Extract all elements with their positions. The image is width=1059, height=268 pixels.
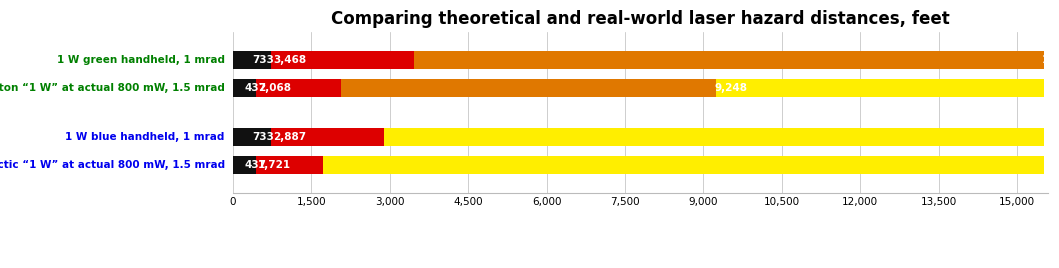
Text: 437: 437 <box>245 160 267 170</box>
Bar <box>271 128 383 146</box>
Text: 9,248: 9,248 <box>715 83 748 93</box>
Text: 1 W blue handheld, 1 mrad: 1 W blue handheld, 1 mrad <box>66 132 225 142</box>
Text: 733: 733 <box>252 55 274 65</box>
Bar <box>256 156 323 174</box>
Bar <box>341 79 716 97</box>
Text: 3,468: 3,468 <box>273 55 306 65</box>
Text: Wicked Arctic “1 W” at actual 800 mW, 1.5 mrad: Wicked Arctic “1 W” at actual 800 mW, 1.… <box>0 160 225 170</box>
Text: 437: 437 <box>245 83 267 93</box>
Text: 1 W green handheld, 1 mrad: 1 W green handheld, 1 mrad <box>57 55 225 65</box>
Text: 2,887: 2,887 <box>273 132 306 142</box>
Text: 733: 733 <box>252 132 274 142</box>
Bar <box>271 51 414 69</box>
Bar <box>383 128 1044 146</box>
Bar <box>414 51 1044 69</box>
Text: Wicked Krypton “1 W” at actual 800 mW, 1.5 mrad: Wicked Krypton “1 W” at actual 800 mW, 1… <box>0 83 225 93</box>
Title: Comparing theoretical and real-world laser hazard distances, feet: Comparing theoretical and real-world las… <box>331 10 950 28</box>
Text: 2,068: 2,068 <box>258 83 291 93</box>
Text: 1,721: 1,721 <box>258 160 291 170</box>
Bar <box>233 156 256 174</box>
Bar <box>716 79 1044 97</box>
Text: 15,509: 15,509 <box>1042 55 1059 65</box>
Bar <box>233 51 271 69</box>
Bar <box>256 79 341 97</box>
Bar <box>233 128 271 146</box>
Bar <box>233 79 256 97</box>
Bar <box>323 156 1044 174</box>
